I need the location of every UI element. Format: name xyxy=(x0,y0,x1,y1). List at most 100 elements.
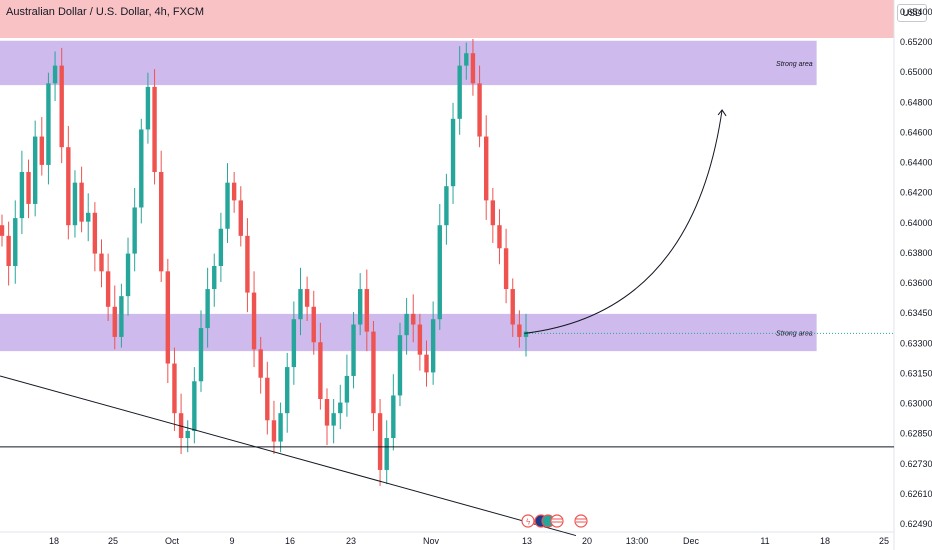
candle xyxy=(212,253,217,307)
y-tick-label: 0.64200 xyxy=(900,188,932,198)
candle xyxy=(198,310,204,392)
candle xyxy=(205,267,210,348)
y-tick-label: 0.64800 xyxy=(900,97,932,107)
candle xyxy=(52,51,58,102)
candle xyxy=(165,258,171,384)
candle xyxy=(132,187,137,272)
candle xyxy=(397,322,403,407)
candle xyxy=(523,313,529,357)
x-axis: 18 25 Oct 9 16 23 Nov 13 20 13:00 Dec 11 18 25 xyxy=(49,536,889,546)
x-tick-label: Nov xyxy=(423,536,440,546)
y-tick-label: 0.63300 xyxy=(900,338,932,348)
flash-symbol: ϟ xyxy=(526,518,531,527)
candle xyxy=(391,374,396,451)
candle xyxy=(510,278,515,337)
candle xyxy=(86,193,91,242)
y-tick-label: 0.63450 xyxy=(900,308,932,318)
y-tick-label: 0.63000 xyxy=(900,399,932,409)
x-tick-label: 9 xyxy=(229,536,234,546)
candle xyxy=(497,209,502,265)
candle xyxy=(258,336,263,394)
title-bar: Australian Dollar / U.S. Dollar, 4h, FXC… xyxy=(0,0,894,38)
candle xyxy=(0,214,5,247)
candle xyxy=(225,163,230,243)
x-tick-label: 13:00 xyxy=(626,536,649,546)
candle xyxy=(357,273,363,336)
candle xyxy=(185,420,190,453)
x-tick-label: 20 xyxy=(582,536,592,546)
candle xyxy=(364,269,370,352)
candle xyxy=(338,384,343,430)
candle xyxy=(218,212,224,282)
currency-selector[interactable]: USD xyxy=(897,4,927,22)
candle xyxy=(437,203,442,330)
flash-event-icon[interactable] xyxy=(521,514,535,528)
flag-us-event-icon-2[interactable] xyxy=(574,514,588,528)
candle xyxy=(424,340,429,387)
candle xyxy=(105,253,111,321)
candle xyxy=(271,400,277,454)
arrow-head-icon xyxy=(717,109,727,117)
event-icons[interactable]: ϟ xyxy=(521,514,588,528)
candle xyxy=(92,202,98,272)
x-tick-label: 18 xyxy=(820,536,830,546)
candle xyxy=(172,347,177,431)
candle xyxy=(285,352,290,433)
candle xyxy=(32,120,38,217)
candle xyxy=(450,102,456,204)
candle xyxy=(404,297,409,355)
strong-area-zone[interactable] xyxy=(0,40,817,86)
candle xyxy=(26,159,31,219)
x-tick-label: 16 xyxy=(285,536,295,546)
candle xyxy=(125,237,131,316)
candle xyxy=(245,218,250,313)
candle xyxy=(371,320,376,431)
chart-title: Australian Dollar / U.S. Dollar, 4h, FXC… xyxy=(6,6,205,18)
y-tick-label: 0.65200 xyxy=(900,37,932,47)
y-tick-label: 0.65400 xyxy=(900,7,932,17)
candle xyxy=(384,420,389,485)
x-tick-label: 25 xyxy=(108,536,118,546)
y-axis: 0.65400 0.65200 0.65000 0.64800 0.64600 0.644… xyxy=(900,7,932,529)
x-tick-label: 23 xyxy=(346,536,356,546)
x-tick-label: 11 xyxy=(760,536,769,546)
candle xyxy=(46,72,51,185)
projection-arrow[interactable] xyxy=(524,109,723,334)
candle xyxy=(238,186,243,247)
candle xyxy=(291,301,297,385)
candle xyxy=(318,322,323,410)
y-tick-label: 0.63600 xyxy=(900,278,932,288)
y-tick-label: 0.62610 xyxy=(900,489,932,499)
candle xyxy=(503,228,509,304)
y-tick-label: 0.62730 xyxy=(900,459,932,469)
candle xyxy=(324,388,330,446)
candle xyxy=(377,399,383,486)
candle xyxy=(72,170,78,238)
y-tick-label: 0.62850 xyxy=(900,429,932,439)
trendline[interactable] xyxy=(0,375,577,537)
candle xyxy=(39,117,44,176)
y-tick-label: 0.62490 xyxy=(900,519,932,529)
candle xyxy=(351,312,356,389)
x-tick-label: 25 xyxy=(879,536,889,546)
candle xyxy=(59,47,64,164)
candle xyxy=(192,367,197,444)
candle xyxy=(178,393,184,454)
candle xyxy=(139,118,144,224)
candle xyxy=(411,294,416,343)
candle xyxy=(430,301,436,385)
candle xyxy=(112,285,117,350)
candle xyxy=(79,166,84,233)
x-tick-label: Oct xyxy=(165,536,180,546)
candle xyxy=(265,361,270,435)
candle xyxy=(99,239,104,288)
candle xyxy=(344,354,350,417)
candle xyxy=(484,115,489,220)
flag-us-event-icon[interactable] xyxy=(550,514,564,528)
x-tick-label: 18 xyxy=(49,536,59,546)
candle xyxy=(19,150,25,235)
candle xyxy=(311,290,316,355)
y-tick-label: 0.63150 xyxy=(900,368,932,378)
